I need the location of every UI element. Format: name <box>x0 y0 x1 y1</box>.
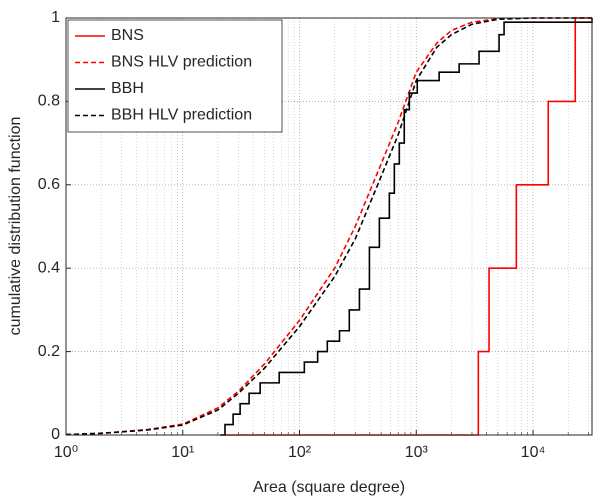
series-line <box>220 17 592 436</box>
legend-label: BBH HLV prediction <box>111 107 252 124</box>
legend-box <box>67 19 283 133</box>
x-tick-label: 10² <box>288 444 312 461</box>
legend-label: BNS HLV prediction <box>111 54 252 71</box>
legend: BNS BNS HLV prediction BBH BBH HLV predicti… <box>67 19 283 133</box>
series-line <box>65 17 592 436</box>
y-axis-label: cumulative distribution function <box>7 117 24 336</box>
y-tick-label: 0.8 <box>38 93 60 110</box>
x-axis-label: Area (square degree) <box>253 479 405 496</box>
y-tick-label: 0.4 <box>38 259 60 276</box>
x-tick-label: 10³ <box>405 444 429 461</box>
legend-label: BNS <box>111 27 144 44</box>
series-line <box>65 17 592 436</box>
plot-border <box>65 17 593 436</box>
x-tick-label: 10⁴ <box>521 444 546 461</box>
series-line <box>220 18 593 436</box>
y-tick-label: 0.2 <box>38 343 60 360</box>
x-tick-label: 10⁰ <box>54 444 78 461</box>
legend-label: BBH <box>111 80 144 97</box>
y-tick-label: 1 <box>51 9 60 26</box>
x-tick-label: 10¹ <box>171 444 194 461</box>
y-tick-label: 0 <box>51 426 60 443</box>
y-tick-label: 0.6 <box>38 176 60 193</box>
